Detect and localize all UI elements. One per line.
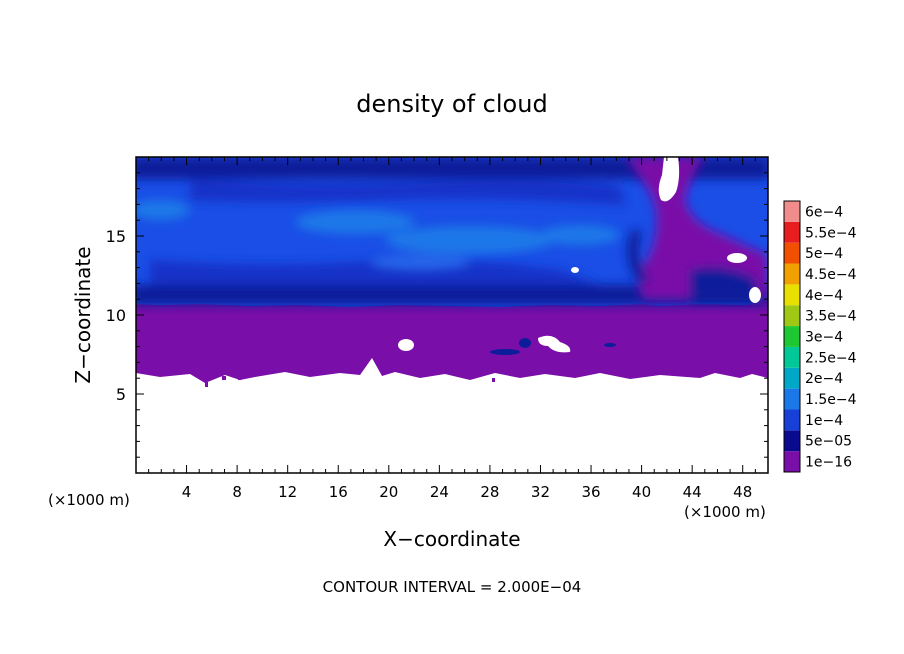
colorbar-swatch [784, 388, 800, 410]
colorbar-label: 1.5e−4 [805, 392, 857, 408]
y-tick-label: 10 [106, 306, 126, 325]
x-tick-label: 24 [430, 483, 449, 501]
light-patches [136, 200, 620, 270]
colorbar-frame [783, 200, 801, 473]
colorbar-label: 2e−4 [805, 371, 843, 387]
lower-dots [490, 338, 616, 355]
contour-interval-note: CONTOUR INTERVAL = 2.000E−04 [323, 578, 582, 596]
x-axis: 4 8 12 16 20 24 28 32 36 40 44 48 [148, 157, 756, 501]
x-tick-label: 4 [182, 483, 192, 501]
y-tick-label: 15 [106, 227, 126, 246]
colorbar-swatch [784, 242, 800, 264]
x-tick-label: 32 [531, 483, 550, 501]
x-tick-label: 8 [232, 483, 242, 501]
y-axis: 5 10 15 [106, 172, 768, 458]
lower-cloud-layer [136, 300, 768, 383]
colorbar-swatch [784, 263, 800, 285]
white-gaps [398, 157, 761, 353]
chart-title: density of cloud [356, 90, 547, 118]
x-tick-label: 16 [329, 483, 348, 501]
plot-field [136, 157, 768, 473]
x-axis-title: X−coordinate [383, 527, 520, 551]
colorbar-swatch [784, 326, 800, 347]
colorbar-label: 3.5e−4 [805, 309, 857, 325]
colorbar-label: 1e−16 [805, 455, 852, 471]
colorbar-swatch [784, 451, 800, 472]
y-tick-label: 5 [116, 385, 126, 404]
colorbar-swatch [784, 409, 800, 431]
colorbar-label: 5.5e−4 [805, 225, 857, 241]
colorbar-swatch [784, 305, 800, 327]
x-unit-right: (×1000 m) [684, 503, 766, 521]
x-tick-label: 48 [733, 483, 752, 501]
colorbar-label: 3e−4 [805, 330, 843, 346]
x-tick-label: 36 [581, 483, 600, 501]
colorbar-label: 5e−05 [805, 434, 852, 450]
x-tick-label: 44 [683, 483, 702, 501]
x-unit-left: (×1000 m) [48, 491, 130, 509]
colorbar-swatch [784, 346, 800, 368]
colorbar-label: 6e−4 [805, 204, 843, 220]
purple-flecks [205, 376, 495, 387]
colorbar-swatch [784, 430, 800, 452]
colorbar-label: 4.5e−4 [805, 267, 857, 283]
x-tick-label: 40 [632, 483, 651, 501]
x-tick-label: 28 [480, 483, 499, 501]
colorbar-swatch [784, 284, 800, 306]
colorbar-swatch [784, 201, 800, 222]
colorbar-swatch [784, 221, 800, 243]
colorbar-swatch [784, 367, 800, 389]
colorbar-label: 2.5e−4 [805, 350, 857, 366]
y-axis-title: Z−coordinate [71, 246, 95, 383]
x-tick-label: 20 [379, 483, 398, 501]
colorbar-label: 5e−4 [805, 246, 843, 262]
colorbar-label: 1e−4 [805, 413, 843, 429]
dark-bands [136, 157, 768, 305]
x-tick-label: 12 [278, 483, 297, 501]
colorbar: 1e−16 5e−05 1e−4 1.5e−4 2e−4 2.5e−4 3e−4 3.5e−4… [783, 200, 857, 473]
colorbar-label: 4e−4 [805, 288, 843, 304]
